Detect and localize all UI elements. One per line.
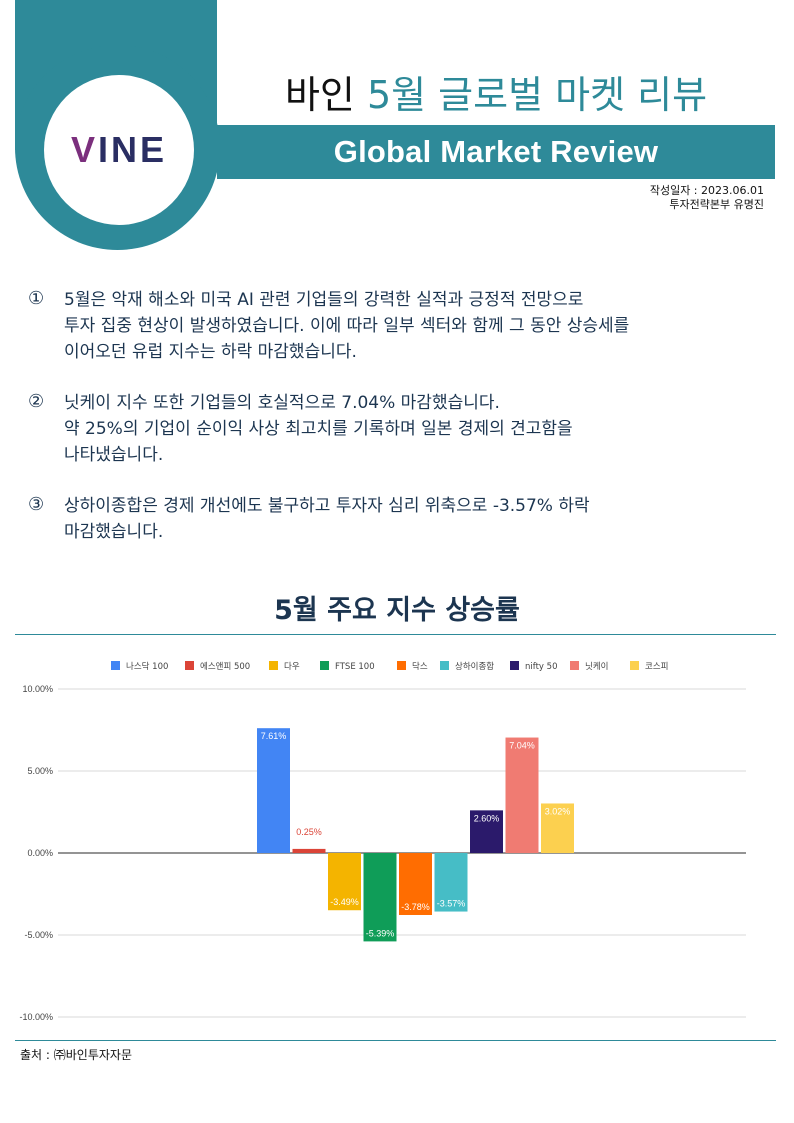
legend-swatch [320,661,329,670]
legend-swatch [510,661,519,670]
y-tick-label: -5.00% [24,930,53,940]
legend-swatch [570,661,579,670]
legend-entry: 닥스 [412,661,428,672]
bar [434,853,468,912]
legend-entry: 코스피 [645,662,668,672]
bar [292,848,326,853]
bar [541,803,574,853]
data-label: -3.78% [401,902,430,912]
legend-entry: 닛케이 [585,661,608,672]
legend-entry: FTSE 100 [335,662,375,672]
point-text: 5월은 악재 해소와 미국 AI 관련 기업들의 강력한 실적과 긍정적 전망으… [64,290,584,310]
legend-swatch [269,661,278,670]
title-prefix: 바인 [284,73,367,117]
chart-top-rule [15,634,776,635]
point-text: 나타냈습니다. [64,445,164,465]
point-text: 마감했습니다. [64,522,164,542]
logo-rest: INE [98,129,168,170]
point-text: 상하이종합은 경제 개선에도 불구하고 투자자 심리 위축으로 -3.57% 하… [64,496,590,516]
author-line: 투자전략본부 유명진 [669,198,764,211]
legend-swatch [630,661,639,670]
logo-v: V [70,129,98,170]
data-label: -3.49% [330,897,359,907]
source-note: 출처 : ㈜바인투자자문 [20,1048,132,1062]
logo-disc [44,75,194,225]
bar [363,853,397,942]
legend-entry: 상하이종합 [455,661,494,672]
legend-entry: nifty 50 [525,662,557,672]
page-title: 바인 5월 글로벌 마켓 리뷰 [217,64,775,119]
index-return-chart: 10.00% 5.00% 0.00% -5.00% -10.00% 나스닥 100 에스앤피… [19,661,746,1022]
data-label: 7.04% [509,741,535,751]
y-tick-label: 5.00% [27,766,53,776]
bar [399,853,432,915]
bar [328,853,361,911]
page-subtitle: Global Market Review [333,134,659,169]
y-tick-label: 0.00% [27,848,53,858]
point-text: 이어오던 유럽 지수는 하락 마감했습니다. [64,342,357,362]
legend-swatch [397,661,406,670]
point-number: ③ [28,494,45,515]
summary-point-3: ③ 상하이종합은 경제 개선에도 불구하고 투자자 심리 위축으로 -3.57%… [28,493,768,545]
author-meta: 작성일자 : 2023.06.01 투자전략본부 유명진 [650,184,764,212]
point-number: ① [28,288,45,309]
chart-title: 5월 주요 지수 상승률 [274,595,520,626]
data-label: 0.25% [296,827,322,837]
summary-point-2: ② 닛케이 지수 또한 기업들의 호실적으로 7.04% 마감했습니다. 약 2… [28,390,768,468]
header-band [217,125,775,179]
point-number: ② [28,391,45,412]
summary-points: ① 5월은 악재 해소와 미국 AI 관련 기업들의 강력한 실적과 긍정적 전… [28,287,768,570]
point-text: 투자 집중 현상이 발생하였습니다. 이에 따라 일부 섹터와 함께 그 동안 … [64,316,630,336]
legend-entry: 다우 [284,662,300,672]
chart-bottom-rule [15,1040,776,1041]
bar [505,737,539,853]
legend-entry: 나스닥 100 [126,661,168,672]
date-line: 작성일자 : 2023.06.01 [649,184,764,197]
point-text: 약 25%의 기업이 순이익 사상 최고치를 기록하며 일본 경제의 견고함을 [64,419,573,439]
legend-swatch [111,661,120,670]
point-text: 닛케이 지수 또한 기업들의 호실적으로 7.04% 마감했습니다. [64,393,500,413]
legend-entry: 에스앤피 500 [200,661,250,672]
legend-swatch [440,661,449,670]
bar [257,728,290,853]
title-accent: 5월 글로벌 마켓 리뷰 [366,73,708,117]
bar [470,810,503,853]
y-tick-label: 10.00% [22,684,53,694]
vine-logo: V INE [44,75,194,225]
summary-point-1: ① 5월은 악재 해소와 미국 AI 관련 기업들의 강력한 실적과 긍정적 전… [28,287,768,365]
legend-swatch [185,661,194,670]
data-label: -3.57% [437,899,466,909]
data-label: 3.02% [545,806,571,816]
y-tick-label: -10.00% [19,1012,53,1022]
data-label: 7.61% [261,731,287,741]
data-label: 2.60% [474,813,500,823]
data-label: -5.39% [366,928,395,938]
